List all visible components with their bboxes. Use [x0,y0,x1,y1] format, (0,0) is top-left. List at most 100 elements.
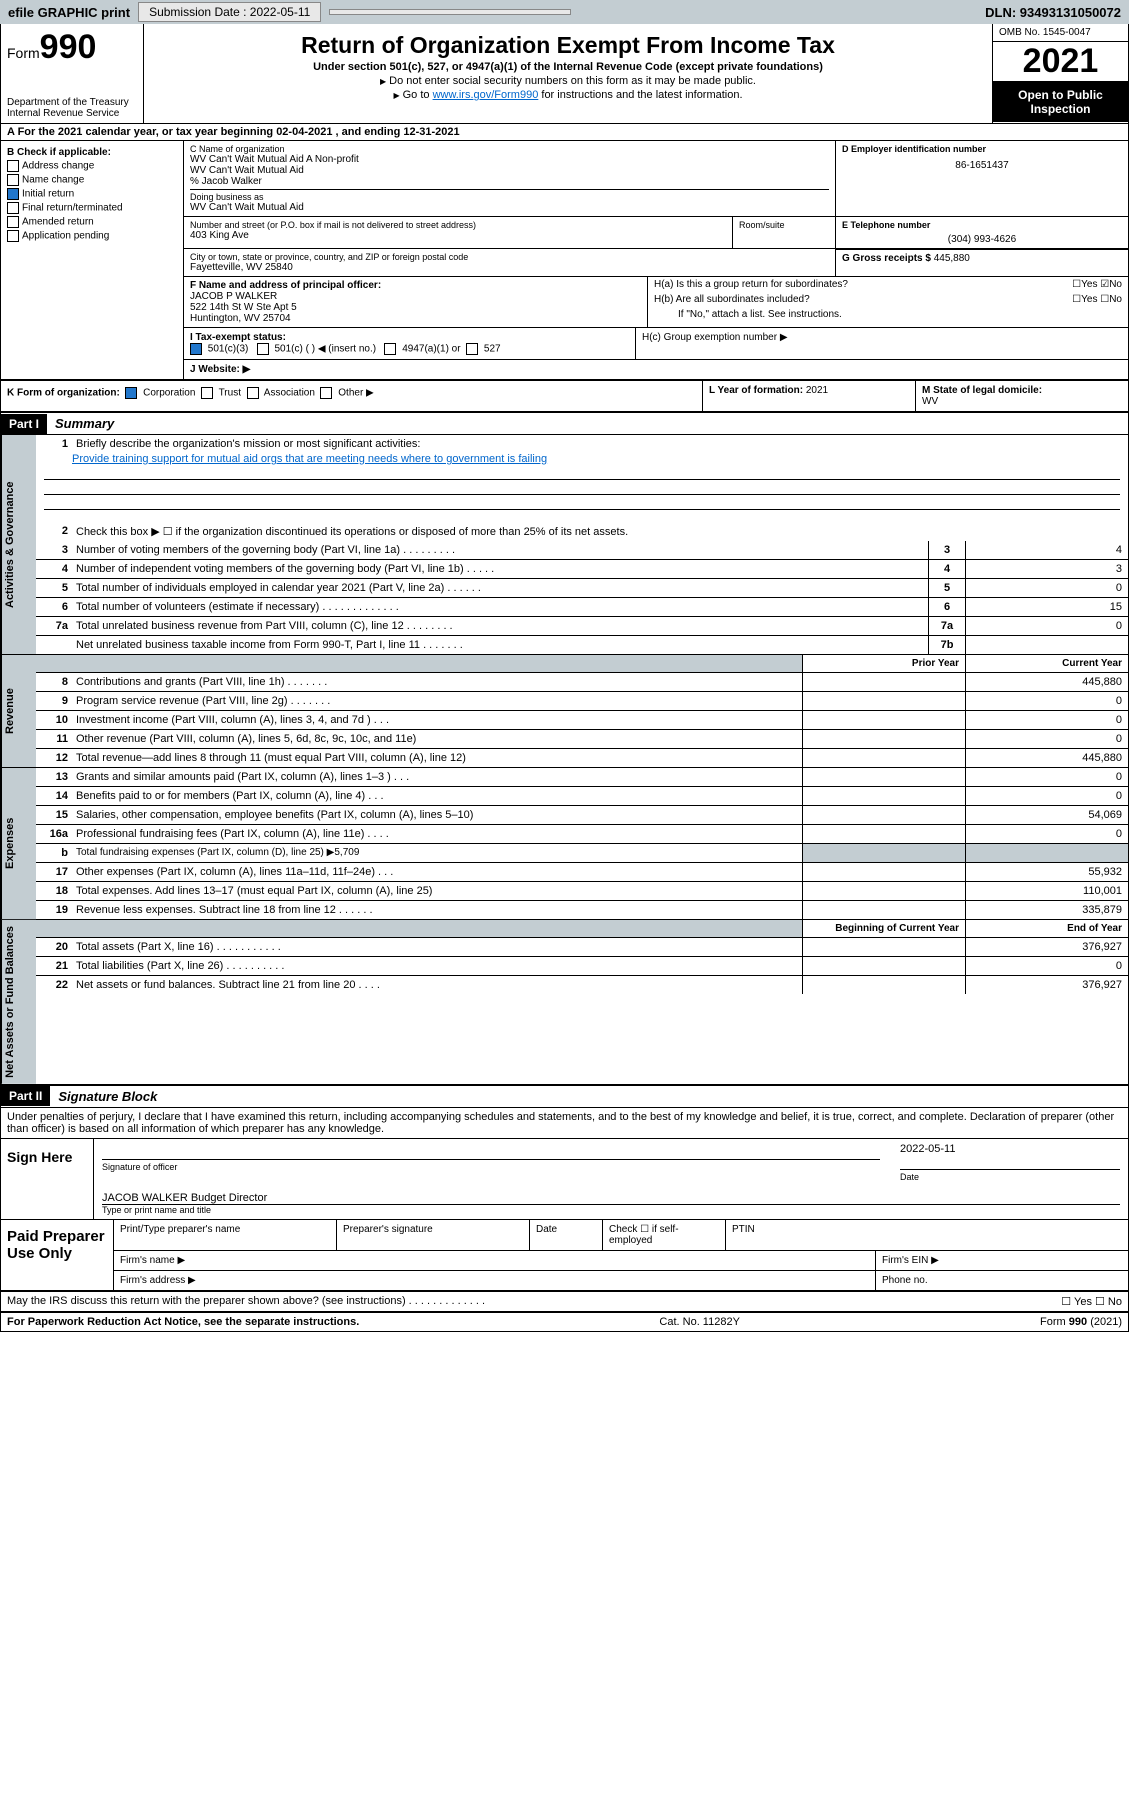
opt-trust: Trust [219,388,241,399]
line-7b: Net unrelated business taxable income fr… [72,636,928,654]
line-1: Briefly describe the organization's miss… [72,435,1128,453]
col-b-title: B Check if applicable: [7,147,177,158]
part-2-title: Signature Block [50,1086,165,1107]
tax-exempt-label: I Tax-exempt status: [190,332,286,343]
checkbox-checked-icon[interactable] [7,188,19,200]
line-18: Total expenses. Add lines 13–17 (must eq… [72,882,802,900]
val-7b [965,636,1128,654]
ptin-label: PTIN [726,1220,1128,1250]
irs-link[interactable]: www.irs.gov/Form990 [433,89,539,101]
ein-value: 86-1651437 [842,160,1122,171]
val-6: 15 [965,598,1128,616]
val-19: 335,879 [965,901,1128,919]
sig-officer-line[interactable] [102,1143,880,1160]
checkbox-icon[interactable] [7,202,19,214]
checkbox-icon[interactable] [384,343,396,355]
line-19: Revenue less expenses. Subtract line 18 … [72,901,802,919]
val-3: 4 [965,541,1128,559]
type-name-label: Type or print name and title [102,1205,1120,1215]
street-address: 403 King Ave [190,230,726,241]
arrow-icon [380,75,389,87]
val-15: 54,069 [965,806,1128,824]
checkbox-icon[interactable] [247,387,259,399]
room-suite-label: Room/suite [732,217,835,248]
website-label: J Website: ▶ [184,360,1128,379]
form-title: Return of Organization Exempt From Incom… [154,32,982,59]
addr-label: Number and street (or P.O. box if mail i… [190,220,726,230]
chk-name-change: Name change [22,175,84,186]
checkbox-checked-icon[interactable] [125,387,137,399]
firm-addr-label: Firm's address ▶ [114,1271,876,1290]
gross-value: 445,880 [934,253,970,264]
checkbox-icon[interactable] [7,216,19,228]
checkbox-icon[interactable] [7,174,19,186]
pra-notice: For Paperwork Reduction Act Notice, see … [7,1316,359,1328]
checkbox-icon[interactable] [7,230,19,242]
line-14: Benefits paid to or for members (Part IX… [72,787,802,805]
submission-date-btn[interactable]: Submission Date : 2022-05-11 [138,2,321,22]
val-4: 3 [965,560,1128,578]
ha-label: H(a) Is this a group return for subordin… [654,279,848,290]
mission-text: Provide training support for mutual aid … [36,453,1128,465]
blank-btn[interactable] [329,9,571,15]
side-net-assets: Net Assets or Fund Balances [1,920,36,1084]
line-5: Total number of individuals employed in … [72,579,928,597]
dba-value: WV Can't Wait Mutual Aid [190,202,829,213]
tax-year: 2021 [993,42,1128,82]
arrow-icon [393,89,402,101]
col-beginning: Beginning of Current Year [802,920,965,937]
checkbox-checked-icon[interactable] [190,343,202,355]
checkbox-icon[interactable] [466,343,478,355]
col-b-checkboxes: B Check if applicable: Address change Na… [1,141,184,379]
side-activities: Activities & Governance [1,435,36,654]
hb-note: If "No," attach a list. See instructions… [678,309,842,320]
penalty-declaration: Under penalties of perjury, I declare th… [1,1108,1128,1139]
phone-label: Phone no. [876,1271,1128,1290]
form-ref: Form 990 (2021) [1040,1316,1122,1328]
val-13: 0 [965,768,1128,786]
prep-date-label: Date [530,1220,603,1250]
officer-addr2: Huntington, WV 25704 [190,313,641,324]
tel-value: (304) 993-4626 [842,234,1122,245]
firm-ein-label: Firm's EIN ▶ [876,1251,1128,1270]
org-name-1: WV Can't Wait Mutual Aid A Non-profit [190,154,829,165]
hc-label: H(c) Group exemption number ▶ [642,332,1122,343]
line-11: Other revenue (Part VIII, column (A), li… [72,730,802,748]
firm-name-label: Firm's name ▶ [114,1251,876,1270]
form-990: Form990 Department of the Treasury Inter… [0,24,1129,1332]
form-org-label: K Form of organization: [7,388,120,399]
underline [44,480,1120,495]
instruction-2-pre: Go to [403,89,433,101]
line-9: Program service revenue (Part VIII, line… [72,692,802,710]
val-16a: 0 [965,825,1128,843]
open-inspection: Open to Public Inspection [993,82,1128,122]
chk-amended: Amended return [22,217,94,228]
val-9: 0 [965,692,1128,710]
checkbox-icon[interactable] [257,343,269,355]
line-3: Number of voting members of the governin… [72,541,928,559]
checkbox-icon[interactable] [7,160,19,172]
officer-name: JACOB P WALKER [190,291,641,302]
checkbox-icon[interactable] [320,387,332,399]
dba-label: Doing business as [190,192,829,202]
line-7a: Total unrelated business revenue from Pa… [72,617,928,635]
tel-label: E Telephone number [842,220,1122,230]
val-20: 376,927 [965,938,1128,956]
val-12: 445,880 [965,749,1128,767]
val-8: 445,880 [965,673,1128,691]
instruction-2-post: for instructions and the latest informat… [538,89,742,101]
line-20: Total assets (Part X, line 16) . . . . .… [72,938,802,956]
part-1-title: Summary [47,413,122,434]
sign-here-label: Sign Here [1,1139,94,1219]
opt-corp: Corporation [143,388,195,399]
cat-number: Cat. No. 11282Y [359,1316,1040,1328]
irs-discuss-yesno: ☐ Yes ☐ No [1061,1295,1122,1308]
chk-initial-return: Initial return [22,189,74,200]
val-17: 55,932 [965,863,1128,881]
prep-sig-label: Preparer's signature [337,1220,530,1250]
checkbox-icon[interactable] [201,387,213,399]
chk-address-change: Address change [22,161,94,172]
side-revenue: Revenue [1,655,36,767]
col-current: Current Year [965,655,1128,672]
efile-label: efile GRAPHIC print [8,5,130,20]
